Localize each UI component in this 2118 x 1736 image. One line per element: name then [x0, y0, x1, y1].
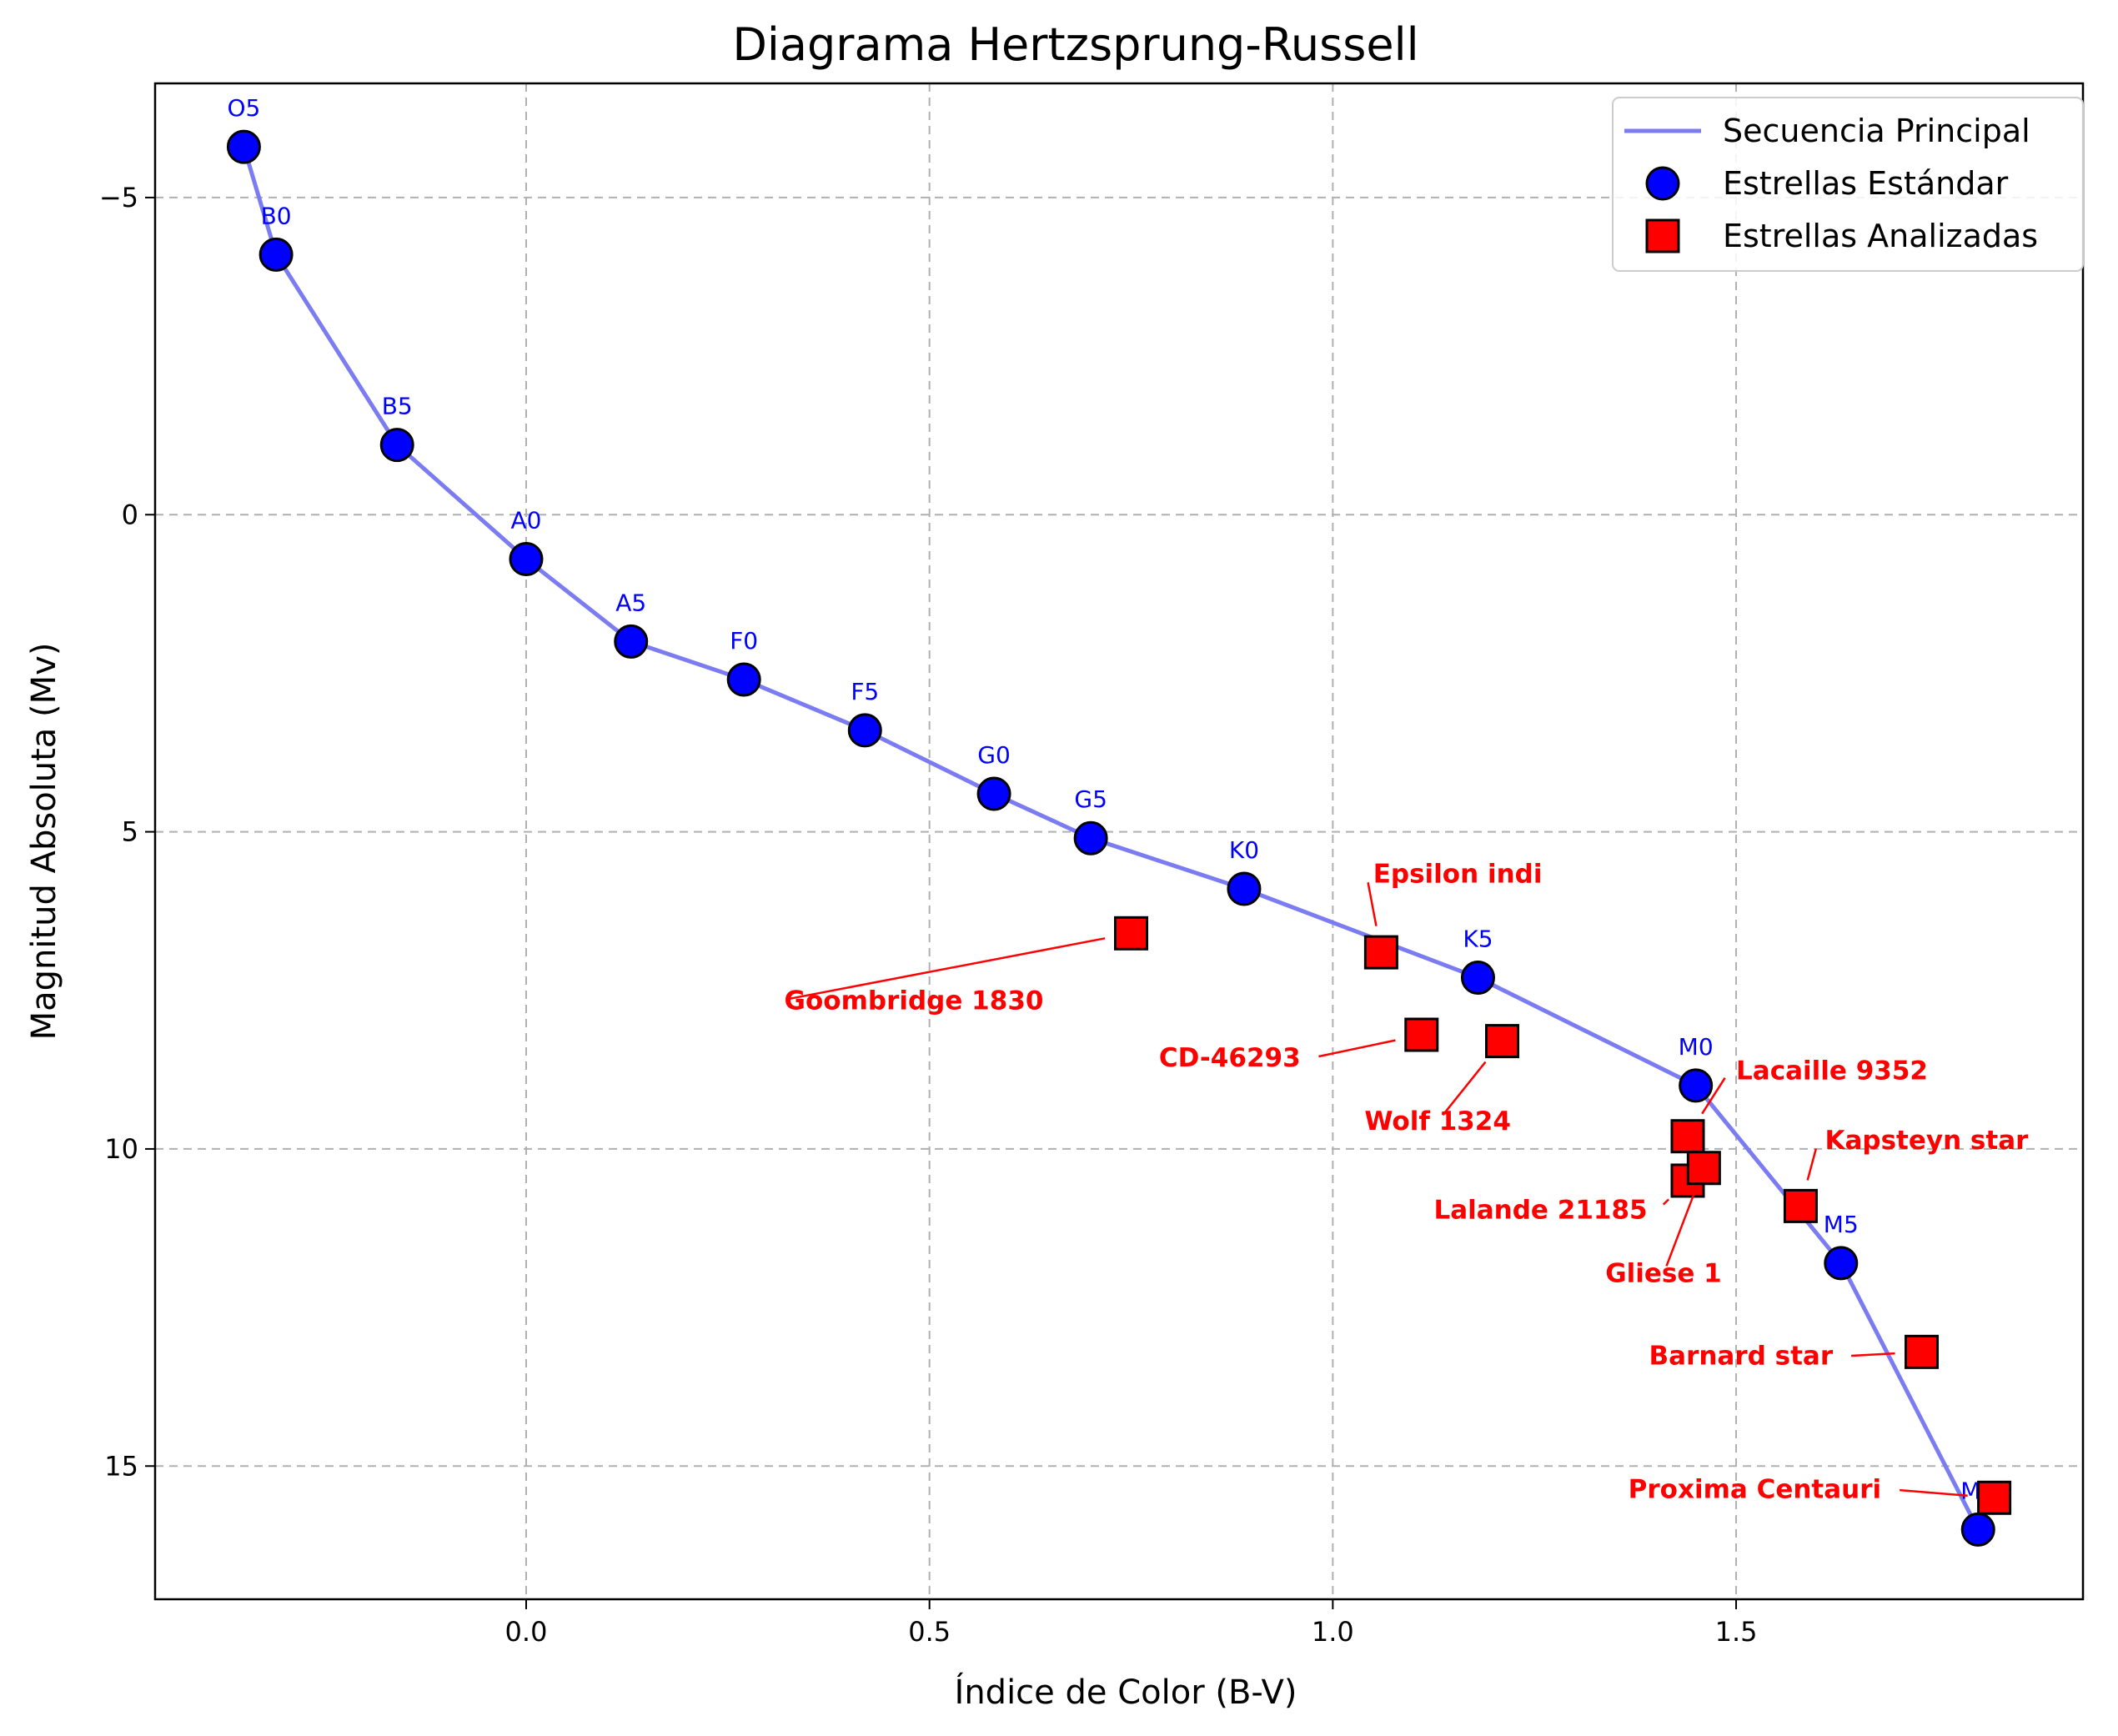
- analyzed-star-point: [1363, 935, 1398, 970]
- standard-star-point: [1227, 871, 1262, 906]
- standard-star-label: O5: [227, 94, 260, 122]
- standard-star-label: M5: [1824, 1211, 1859, 1238]
- standard-star-label: K0: [1229, 836, 1259, 864]
- x-tick-label: 1.0: [1312, 1616, 1354, 1648]
- annotation-arrow: [1665, 1192, 1696, 1267]
- annotation-arrow: [1900, 1488, 1968, 1497]
- standard-star-point: [226, 129, 261, 164]
- analyzed-star-point: [1404, 1017, 1439, 1052]
- annotation-arrow: [785, 937, 1106, 1001]
- analyzed-star-point: [1977, 1480, 2012, 1515]
- standard-star-label: M0: [1679, 1033, 1714, 1061]
- y-tick-label: 10: [104, 1133, 138, 1165]
- analyzed-star-label: Barnard star: [1649, 1342, 1834, 1372]
- annotation-arrow: [1318, 1039, 1396, 1058]
- y-tick-label: 0: [122, 499, 138, 530]
- analyzed-star-point: [1783, 1188, 1818, 1223]
- standard-star-point: [1960, 1512, 1995, 1547]
- standard-star-label: A0: [511, 507, 542, 534]
- main-sequence-line: [242, 146, 1980, 1531]
- standard-star-label: K5: [1463, 926, 1493, 953]
- analyzed-star-label: Lacaille 9352: [1736, 1056, 1928, 1086]
- analyzed-star-label: Gliese 1: [1605, 1259, 1722, 1289]
- annotation-arrow: [1806, 1148, 1818, 1181]
- y-axis-label: Magnitud Absoluta (Mv): [25, 643, 63, 1041]
- x-tick-label: 1.5: [1715, 1616, 1758, 1648]
- annotation-arrow: [1367, 882, 1378, 926]
- standard-star-point: [509, 542, 544, 577]
- standard-stars: O5B0B5A0A5F0F5G0G5K0K5M0M5M8: [226, 94, 1995, 1547]
- standard-star-label: F5: [851, 678, 879, 705]
- y-tick-label: −5: [99, 182, 138, 213]
- annotation-arrow: [1851, 1352, 1895, 1357]
- annotation-arrow: [1662, 1198, 1670, 1206]
- chart-title: Diagrama Hertzsprung-Russell: [732, 18, 1418, 71]
- legend-box: [1612, 97, 2084, 272]
- standard-star-point: [1460, 961, 1495, 996]
- standard-star-label: B5: [382, 393, 413, 420]
- analyzed-star-point: [1686, 1151, 1721, 1186]
- standard-star-point: [847, 713, 882, 748]
- y-tick-label: 5: [122, 816, 138, 848]
- standard-star-point: [726, 662, 761, 697]
- annotation-arrow: [1701, 1077, 1726, 1115]
- x-axis-label: Índice de Color (B-V): [955, 1672, 1297, 1712]
- analyzed-stars: Goombridge 1830 Epsilon indi CD-46293 Wolf …: [785, 859, 2029, 1515]
- standard-star-point: [1824, 1246, 1859, 1281]
- analyzed-star-point: [1114, 916, 1149, 951]
- standard-star-label: A5: [615, 589, 646, 616]
- y-tick-label: 15: [104, 1450, 138, 1482]
- analyzed-star-label: Wolf 1324: [1364, 1106, 1511, 1136]
- standard-star-label: F0: [730, 627, 758, 655]
- annotation-arrow: [1442, 1061, 1487, 1116]
- x-tick-label: 0.0: [505, 1616, 548, 1648]
- standard-star-point: [1073, 820, 1108, 855]
- standard-star-point: [379, 428, 414, 463]
- legend: Secuencia Principal Estrellas Estándar Est…: [1612, 97, 2084, 272]
- analyzed-star-label: CD-46293: [1159, 1043, 1301, 1073]
- standard-star-point: [1679, 1068, 1714, 1103]
- analyzed-star-label: Epsilon indi: [1373, 859, 1543, 889]
- analyzed-star-label: Kapsteyn star: [1824, 1126, 2029, 1156]
- analyzed-star-label: Lalande 21185: [1433, 1196, 1647, 1226]
- analyzed-star-point: [1905, 1334, 1940, 1369]
- standard-star-label: B0: [261, 202, 292, 229]
- legend-label: Estrellas Analizadas: [1723, 218, 2038, 254]
- standard-star-label: G0: [977, 741, 1011, 769]
- legend-label: Secuencia Principal: [1723, 113, 2030, 149]
- analyzed-star-label: Goombridge 1830: [785, 986, 1044, 1016]
- standard-star-point: [976, 776, 1011, 811]
- legend-circle-swatch: [1645, 166, 1680, 201]
- legend-label: Estrellas Estándar: [1723, 165, 2009, 202]
- axis-ticks: 0.0 0.5 1.0 1.5 −5 0 5 10 15: [99, 182, 1758, 1648]
- plot-frame: [153, 82, 2085, 1601]
- analyzed-star-label: Proxima Centauri: [1629, 1474, 1882, 1504]
- standard-star-point: [258, 237, 294, 272]
- x-tick-label: 0.5: [908, 1616, 951, 1648]
- standard-star-label: G5: [1074, 785, 1107, 813]
- analyzed-star-point: [1484, 1024, 1519, 1059]
- legend-square-swatch: [1645, 218, 1680, 253]
- standard-star-point: [614, 624, 649, 659]
- analyzed-star-point: [1670, 1119, 1705, 1154]
- grid: [155, 83, 2083, 1599]
